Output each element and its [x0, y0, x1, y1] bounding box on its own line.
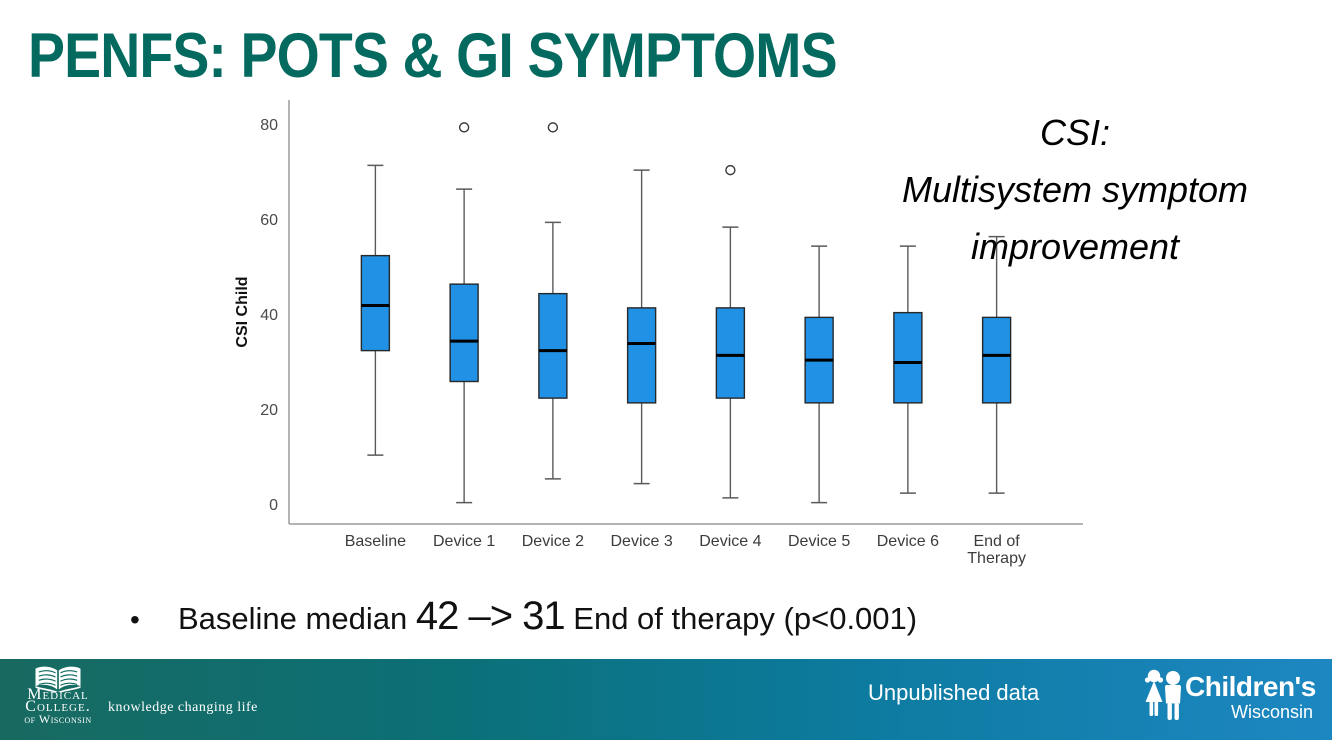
childrens-wordmark: Children's: [1185, 671, 1316, 702]
y-tick-label: 60: [260, 212, 278, 229]
x-tick-label: Device 2: [522, 533, 584, 550]
csi-annotation-line: Multisystem symptom: [901, 169, 1249, 210]
childrens-region: Wisconsin: [1231, 702, 1314, 722]
box-device-3: [626, 307, 657, 404]
csi-annotation-line: improvement: [970, 226, 1180, 267]
box-device-2: [538, 292, 568, 399]
x-tick-label: Device 6: [877, 533, 939, 550]
y-tick-label: 0: [269, 497, 278, 514]
csi-annotation: CSI: Multisystem symptom improvement: [855, 104, 1295, 275]
unpublished-data-note: Unpublished data: [868, 680, 1040, 705]
outlier-point: [725, 164, 736, 176]
y-tick-label: 20: [260, 402, 278, 419]
bullet-marker: •: [130, 604, 140, 635]
two-children-icon: [1144, 669, 1181, 720]
bullet-line: • Baseline median 42 –> 31 End of therapy…: [130, 592, 1230, 644]
x-tick-label: Device 1: [433, 533, 495, 550]
box-baseline: [360, 254, 391, 352]
box-device-4: [715, 307, 746, 399]
end-median-value: 31: [522, 594, 565, 638]
footer-bar: Medical College. of Wisconsin knowledge …: [0, 659, 1332, 740]
arrow-text: –>: [458, 594, 523, 638]
mcw-line-college: College.: [25, 698, 91, 715]
mcw-wordmark: Medical College. of Wisconsin: [16, 686, 100, 726]
mcw-line-of-wisconsin: of Wisconsin: [24, 712, 92, 726]
boxplot-chart: 0 20 40 60 80 CSI Child Baseline Device 1 Device…: [234, 100, 1083, 567]
outlier-point: [458, 122, 470, 133]
csi-annotation-line: CSI:: [1039, 112, 1110, 153]
bullet-text-suffix: End of therapy (p<0.001): [564, 601, 918, 636]
y-tick-label: 40: [260, 307, 278, 324]
mcw-line-medical: Medical: [27, 686, 89, 703]
box-device-1: [449, 283, 479, 383]
y-axis-title: CSI Child: [234, 276, 251, 347]
x-tick-label: Device 3: [611, 533, 673, 550]
x-tick-label: Device 4: [699, 533, 761, 550]
baseline-median-value: 42: [415, 594, 459, 638]
x-tick-label: End of Therapy: [967, 533, 1026, 567]
y-tick-label: 80: [260, 117, 278, 134]
box-device-6: [893, 311, 923, 404]
x-tick-label: Baseline: [345, 533, 406, 550]
box-end-of-therapy: [981, 316, 1012, 404]
mcw-tagline: knowledge changing life: [108, 700, 258, 715]
bullet-text-prefix: Baseline median: [178, 601, 416, 636]
open-book-icon: [35, 666, 81, 692]
page-title: PENFS: POTS & GI SYMPTOMS: [28, 21, 838, 91]
outlier-point: [547, 122, 559, 133]
x-tick-label: Device 5: [788, 533, 850, 550]
